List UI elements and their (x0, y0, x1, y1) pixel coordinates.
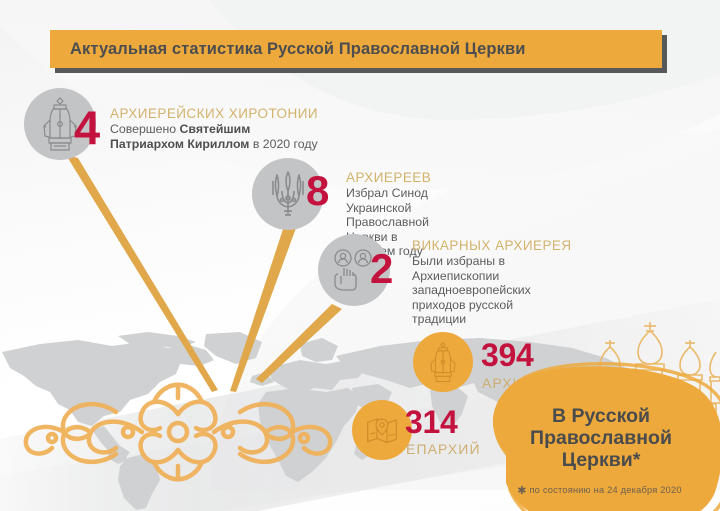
desc-post: в 2020 году (249, 136, 318, 151)
bishop-icon-circle (24, 88, 96, 160)
footer-title: В Русской Православной Церкви* (496, 405, 706, 471)
footer-note: ✱ по состоянию на 24 декабря 2020 (487, 484, 712, 497)
hand-selecting-persons-icon (334, 249, 372, 291)
stat-kicker: ВИКАРНЫХ АРХИЕРЕЯ (412, 238, 572, 253)
title-banner: Актуальная статистика Русской Православн… (50, 30, 667, 73)
footer-note-text: по состоянию на 24 декабря 2020 (529, 485, 682, 495)
trident-icon-circle (252, 158, 324, 230)
footer-title-line-1: В Русской (552, 405, 650, 427)
map-pin-icon (367, 418, 397, 444)
stat-kicker: АРХИЕРЕЕВ (346, 170, 432, 185)
stat-text-block: ВИКАРНЫХ АРХИЕРЕЯ Были избраны в Архиепи… (412, 238, 572, 327)
total-number: 314 (405, 404, 458, 440)
ukrainian-trident-icon (272, 171, 304, 216)
stat-text-block: АРХИЕРЕЙСКИХ ХИРОТОНИИ Совершено Святейш… (110, 106, 318, 151)
desc-bold: Святейшим Патриархом Кириллом (110, 122, 251, 151)
stat-number: 2 (370, 245, 394, 292)
desc-pre: Совершено (110, 122, 180, 136)
blob-fill (492, 366, 720, 511)
banner-bar: Актуальная статистика Русской Православн… (50, 30, 662, 68)
map-pin-icon-circle (352, 400, 412, 460)
desc-line-2: западноевропейских приходов русской (412, 283, 531, 312)
stat-kicker: АРХИЕРЕЙСКИХ ХИРОТОНИИ (110, 106, 319, 121)
desc-line-3: традиции (412, 312, 467, 327)
footer-title-line-2: Православной (530, 427, 672, 449)
total-number: 394 (481, 337, 534, 373)
stat-number: 8 (306, 167, 330, 214)
election-icon-circle (318, 234, 390, 306)
page-title: Актуальная статистика Русской Православн… (70, 39, 526, 58)
stat-description: Были избраны в Архиепископии западноевро… (412, 254, 572, 327)
floral-ornament (23, 382, 333, 482)
desc-line-1: Избрал Синод Украинской Православной (346, 186, 429, 230)
desc-line-1: Были избраны в Архиепископии (412, 254, 506, 283)
stat-number: 4 (74, 101, 101, 154)
bishop-icon (43, 97, 77, 151)
asterisk-icon: ✱ (517, 485, 527, 497)
total-label: ЕПАРХИЙ (406, 441, 481, 457)
stat-description: Совершено Святейшим Патриархом Кириллом … (110, 122, 318, 151)
bishop-icon (430, 341, 456, 383)
footer-title-line-3: Церкви* (561, 449, 641, 471)
bishop-total-icon-circle (413, 332, 473, 392)
